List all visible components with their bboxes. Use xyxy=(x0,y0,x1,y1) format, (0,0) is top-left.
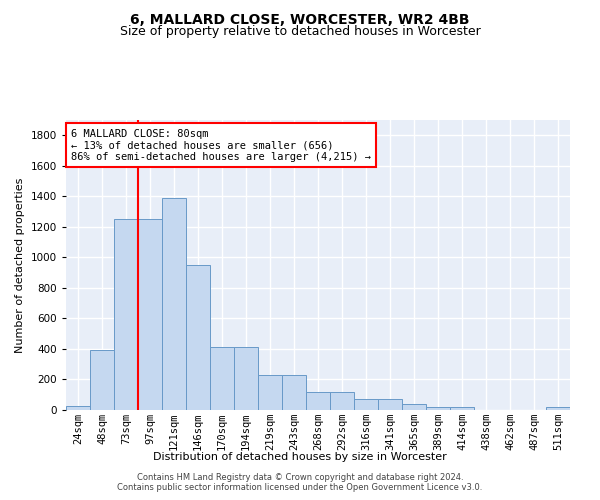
Text: Contains HM Land Registry data © Crown copyright and database right 2024.
Contai: Contains HM Land Registry data © Crown c… xyxy=(118,473,482,492)
Text: Distribution of detached houses by size in Worcester: Distribution of detached houses by size … xyxy=(153,452,447,462)
Bar xyxy=(450,407,474,410)
Bar xyxy=(354,400,378,410)
Bar xyxy=(138,219,162,410)
Bar xyxy=(210,348,234,410)
Bar xyxy=(234,348,258,410)
Bar xyxy=(162,198,186,410)
Bar xyxy=(426,407,450,410)
Bar xyxy=(114,219,138,410)
Bar xyxy=(378,400,402,410)
Bar xyxy=(258,375,282,410)
Bar xyxy=(402,404,426,410)
Bar xyxy=(546,407,570,410)
Bar xyxy=(90,350,114,410)
Text: 6, MALLARD CLOSE, WORCESTER, WR2 4BB: 6, MALLARD CLOSE, WORCESTER, WR2 4BB xyxy=(130,12,470,26)
Text: 6 MALLARD CLOSE: 80sqm
← 13% of detached houses are smaller (656)
86% of semi-de: 6 MALLARD CLOSE: 80sqm ← 13% of detached… xyxy=(71,128,371,162)
Bar xyxy=(186,265,210,410)
Text: Size of property relative to detached houses in Worcester: Size of property relative to detached ho… xyxy=(119,25,481,38)
Bar xyxy=(282,375,306,410)
Y-axis label: Number of detached properties: Number of detached properties xyxy=(15,178,25,352)
Bar xyxy=(306,392,330,410)
Bar xyxy=(66,406,90,410)
Bar xyxy=(330,392,354,410)
